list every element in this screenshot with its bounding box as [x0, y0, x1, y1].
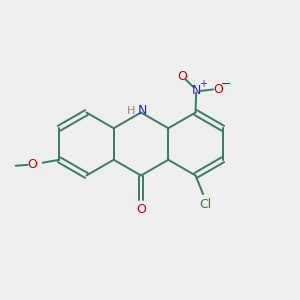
Text: −: −	[221, 78, 231, 92]
Text: O: O	[27, 158, 37, 171]
Text: H: H	[127, 106, 136, 116]
Text: N: N	[137, 104, 147, 118]
Text: O: O	[136, 202, 146, 216]
Text: O: O	[213, 83, 223, 96]
Text: N: N	[191, 84, 201, 98]
Text: Cl: Cl	[199, 197, 212, 211]
Text: +: +	[199, 79, 207, 89]
Text: O: O	[178, 70, 188, 83]
